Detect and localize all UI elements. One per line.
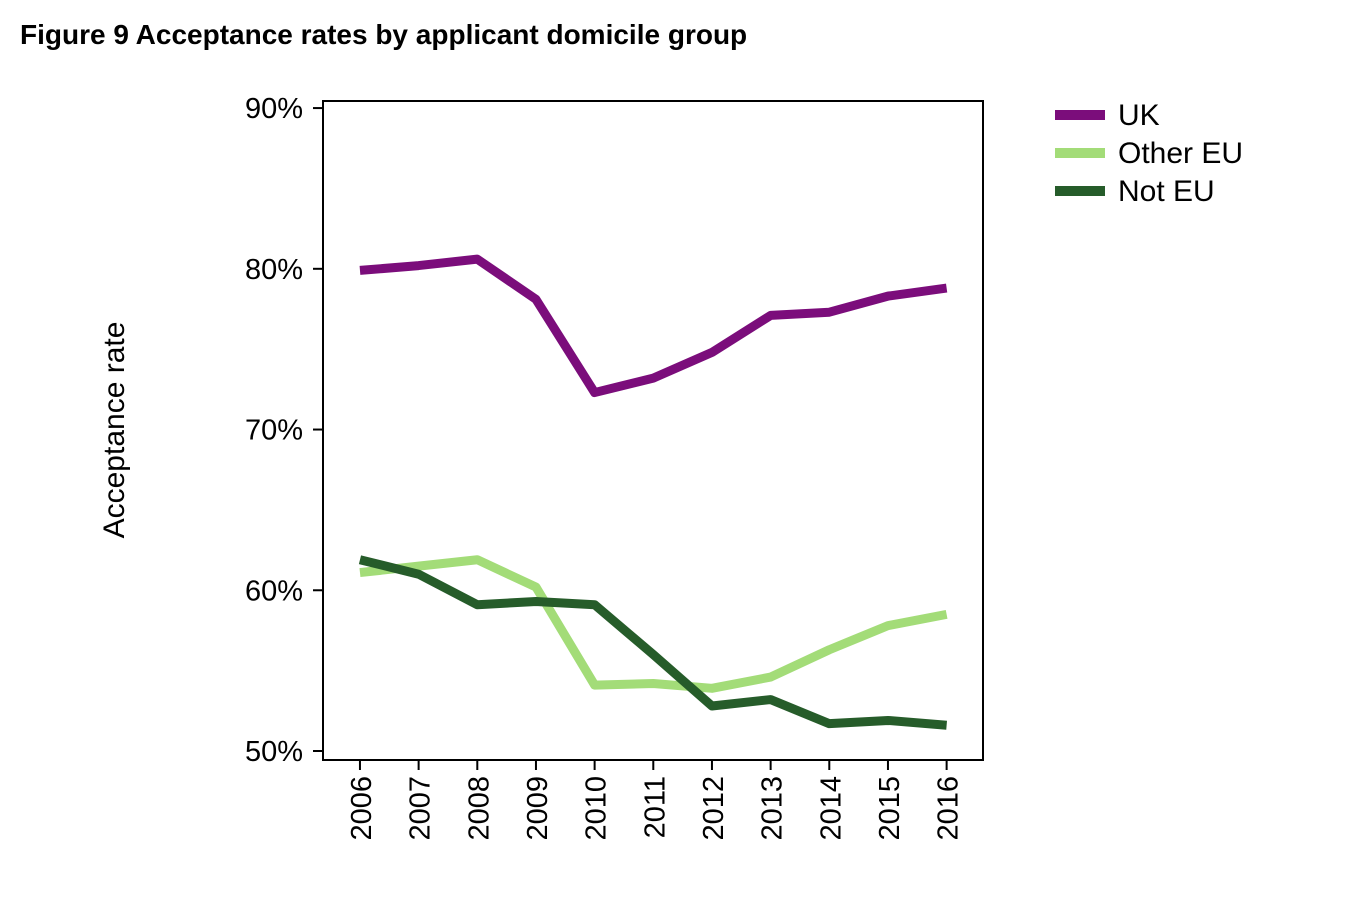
x-tick-label: 2008 [463, 776, 495, 841]
x-tick-label: 2015 [874, 776, 906, 841]
x-tick-label: 2011 [639, 776, 671, 838]
y-tick-label: 80% [245, 254, 303, 286]
legend-label: UK [1118, 99, 1160, 132]
y-tick-label: 60% [245, 575, 303, 607]
y-tick-label: 90% [245, 93, 303, 125]
y-tick-label: 50% [245, 736, 303, 768]
y-tick-label: 70% [245, 415, 303, 447]
line-series [359, 254, 948, 398]
x-tick-label: 2006 [346, 776, 378, 841]
line-series [359, 555, 948, 693]
legend-label: Not EU [1118, 175, 1215, 208]
x-tick-label: 2016 [933, 776, 965, 841]
plot-frame [322, 100, 984, 761]
line-series [358, 555, 947, 730]
x-tick-label: 2013 [757, 776, 789, 841]
y-axis-label: Acceptance rate [98, 322, 131, 539]
chart-title: Figure 9 Acceptance rates by applicant d… [20, 19, 747, 50]
x-tick-label: 2012 [698, 776, 730, 841]
legend-label: Other EU [1118, 137, 1243, 170]
x-tick-label: 2007 [405, 776, 437, 841]
x-tick-label: 2014 [815, 776, 847, 841]
x-tick-label: 2010 [581, 776, 613, 841]
x-tick-label: 2009 [522, 776, 554, 841]
